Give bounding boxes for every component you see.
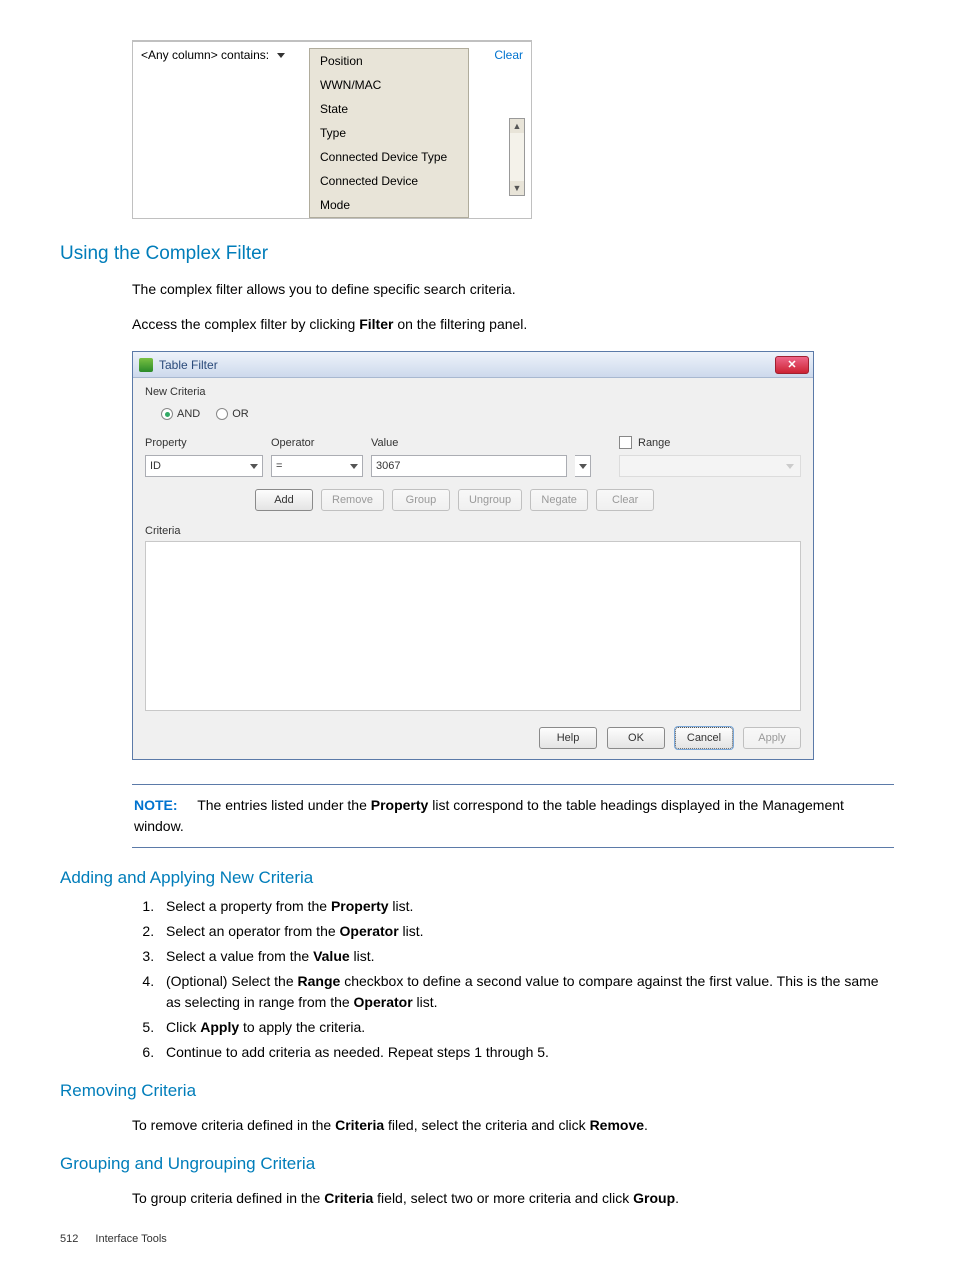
list-item: Select a value from the Value list.	[158, 946, 894, 967]
scrollbar[interactable]: ▲ ▼	[509, 118, 525, 196]
heading-complex-filter: Using the Complex Filter	[60, 243, 894, 265]
radio-and-label: AND	[177, 408, 200, 420]
new-criteria-label: New Criteria	[145, 386, 801, 398]
criteria-listbox[interactable]	[145, 541, 801, 711]
close-icon: ✕	[787, 358, 796, 371]
header-property: Property	[145, 437, 263, 449]
dialog-footer: Help OK Cancel Apply	[145, 727, 801, 749]
text: on the filtering panel.	[393, 316, 527, 332]
complex-filter-p1: The complex filter allows you to define …	[132, 279, 894, 300]
value-dropdown-toggle[interactable]	[575, 455, 591, 477]
close-button[interactable]: ✕	[775, 356, 809, 374]
remove-button[interactable]: Remove	[321, 489, 384, 511]
footer-section: Interface Tools	[95, 1233, 166, 1245]
heading-removing-criteria: Removing Criteria	[60, 1081, 894, 1101]
menu-item-conn-dev[interactable]: Connected Device	[310, 169, 468, 193]
property-value: ID	[150, 460, 161, 472]
menu-item-type[interactable]: Type	[310, 121, 468, 145]
list-item: Click Apply to apply the criteria.	[158, 1017, 894, 1038]
clear-link[interactable]: Clear	[494, 48, 523, 62]
operator-value: =	[276, 460, 282, 472]
dialog-title: Table Filter	[159, 358, 218, 372]
scroll-down-icon[interactable]: ▼	[510, 181, 524, 195]
chevron-down-icon	[579, 464, 587, 469]
menu-item-wwnmac[interactable]: WWN/MAC	[310, 73, 468, 97]
cancel-button[interactable]: Cancel	[675, 727, 733, 749]
column-dropdown-menu: Position WWN/MAC State Type Connected De…	[309, 48, 469, 218]
text: Access the complex filter by clicking	[132, 316, 359, 332]
help-button[interactable]: Help	[539, 727, 597, 749]
scroll-area: ▲ ▼	[509, 72, 531, 198]
dialog-titlebar: Table Filter ✕	[133, 352, 813, 378]
menu-item-position[interactable]: Position	[310, 49, 468, 73]
quick-filter-panel: <Any column> contains: Clear Position WW…	[132, 40, 532, 219]
ok-button[interactable]: OK	[607, 727, 665, 749]
value-input[interactable]: 3067	[371, 455, 567, 477]
list-item: Continue to add criteria as needed. Repe…	[158, 1042, 894, 1063]
note-label: NOTE:	[134, 797, 178, 813]
logic-row: AND OR	[161, 408, 801, 420]
list-item: Select a property from the Property list…	[158, 896, 894, 917]
any-column-dropdown[interactable]: <Any column> contains:	[141, 48, 285, 62]
grouping-text: To group criteria defined in the Criteri…	[132, 1188, 894, 1209]
radio-and[interactable]: AND	[161, 408, 200, 420]
text-bold: Property	[371, 797, 429, 813]
apply-button[interactable]: Apply	[743, 727, 801, 749]
add-button[interactable]: Add	[255, 489, 313, 511]
criteria-label: Criteria	[145, 525, 801, 537]
value-text: 3067	[376, 460, 400, 472]
removing-text: To remove criteria defined in the Criter…	[132, 1115, 894, 1136]
page-footer: 512 Interface Tools	[60, 1233, 894, 1245]
text: The entries listed under the	[197, 797, 371, 813]
chevron-down-icon	[277, 53, 285, 58]
any-column-label: <Any column> contains:	[141, 48, 269, 62]
header-operator: Operator	[271, 437, 363, 449]
group-button[interactable]: Group	[392, 489, 450, 511]
complex-filter-p2: Access the complex filter by clicking Fi…	[132, 314, 894, 335]
negate-button[interactable]: Negate	[530, 489, 588, 511]
list-item: Select an operator from the Operator lis…	[158, 921, 894, 942]
scroll-up-icon[interactable]: ▲	[510, 119, 524, 133]
clear-button[interactable]: Clear	[596, 489, 654, 511]
chevron-down-icon	[350, 464, 358, 469]
menu-item-mode[interactable]: Mode	[310, 193, 468, 217]
list-item: (Optional) Select the Range checkbox to …	[158, 971, 894, 1013]
radio-or-label: OR	[232, 408, 249, 420]
range-checkbox[interactable]	[619, 436, 632, 449]
text-bold: Filter	[359, 316, 393, 332]
chevron-down-icon	[786, 464, 794, 469]
chevron-down-icon	[250, 464, 258, 469]
table-filter-dialog: Table Filter ✕ New Criteria AND OR Prope…	[132, 351, 814, 760]
page-number: 512	[60, 1233, 78, 1245]
menu-item-state[interactable]: State	[310, 97, 468, 121]
radio-or[interactable]: OR	[216, 408, 249, 420]
steps-list: Select a property from the Property list…	[158, 896, 894, 1063]
heading-grouping-criteria: Grouping and Ungrouping Criteria	[60, 1154, 894, 1174]
note-block: NOTE: The entries listed under the Prope…	[132, 784, 894, 848]
range-input	[619, 455, 801, 477]
ungroup-button[interactable]: Ungroup	[458, 489, 522, 511]
heading-adding-criteria: Adding and Applying New Criteria	[60, 868, 894, 888]
header-range: Range	[638, 437, 670, 449]
menu-item-conn-dev-type[interactable]: Connected Device Type	[310, 145, 468, 169]
property-select[interactable]: ID	[145, 455, 263, 477]
app-icon	[139, 358, 153, 372]
criteria-button-row: Add Remove Group Ungroup Negate Clear	[255, 489, 801, 511]
operator-select[interactable]: =	[271, 455, 363, 477]
header-value: Value	[371, 437, 591, 449]
